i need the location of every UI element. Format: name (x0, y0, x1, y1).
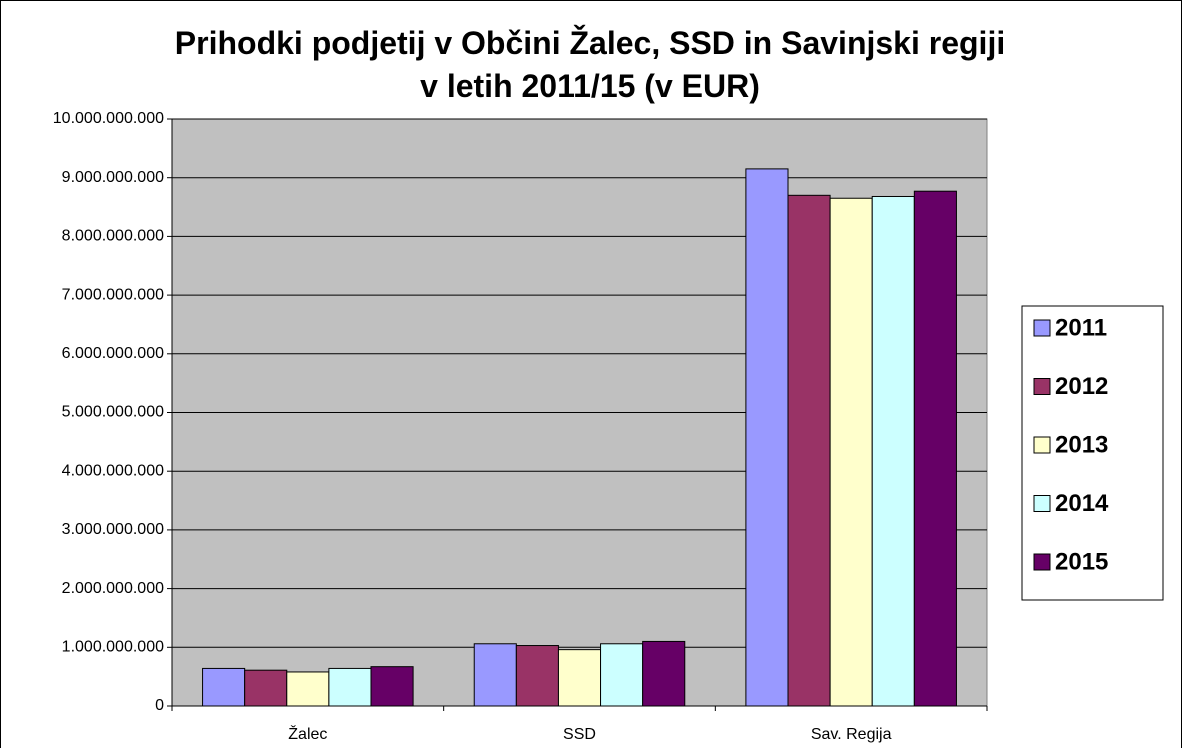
y-tick-label: 10.000.000.000 (53, 110, 164, 127)
bar (328, 667, 372, 707)
bar (473, 643, 517, 707)
legend-swatch (1033, 553, 1051, 571)
bar (515, 645, 559, 707)
chart-title: Prihodki podjetij v Občini Žalec, SSD in… (174, 25, 1006, 104)
bar (557, 649, 602, 707)
y-tick-label: 4.000.000.000 (62, 462, 164, 479)
bar (871, 195, 915, 707)
bar (642, 640, 686, 707)
y-tick-label: 9.000.000.000 (62, 169, 164, 186)
legend-label: 2014 (1055, 490, 1109, 517)
bar (745, 168, 789, 707)
bar (202, 667, 246, 707)
y-tick-label: 7.000.000.000 (62, 286, 164, 303)
y-tick-label: 2.000.000.000 (62, 580, 164, 597)
y-tick-label: 3.000.000.000 (62, 521, 164, 538)
y-tick-label: 0 (155, 697, 164, 714)
y-tick-label: 1.000.000.000 (62, 639, 164, 656)
bar (286, 671, 330, 707)
legend-swatch (1033, 436, 1051, 454)
y-tick-label: 5.000.000.000 (62, 404, 164, 421)
bar (370, 666, 414, 707)
legend-swatch (1033, 319, 1051, 337)
bar (787, 194, 831, 707)
x-tick-label: Sav. Regija (811, 726, 892, 743)
y-tick-label: 6.000.000.000 (62, 345, 164, 362)
bar (244, 669, 288, 707)
bar (829, 197, 873, 707)
legend-swatch (1033, 378, 1051, 395)
x-tick-label: Žalec (288, 724, 327, 743)
legend-label: 2015 (1055, 548, 1108, 575)
x-tick-label: SSD (563, 726, 596, 743)
y-tick-label: 8.000.000.000 (62, 228, 164, 245)
legend-label: 2013 (1055, 431, 1108, 458)
legend-swatch (1033, 495, 1051, 512)
bar (913, 190, 957, 707)
legend-label: 2012 (1055, 373, 1108, 400)
bar (600, 643, 644, 707)
legend-label: 2011 (1055, 314, 1107, 341)
